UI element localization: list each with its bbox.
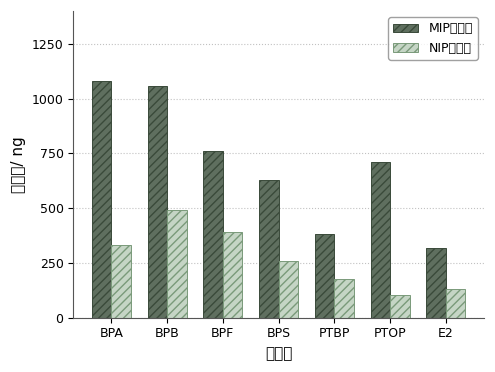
Bar [279, 261, 298, 318]
Bar [203, 151, 223, 318]
Y-axis label: 萍取量/ ng: 萍取量/ ng [11, 136, 26, 193]
Bar [390, 295, 409, 318]
Legend: MIP棒萍取, NIP棒萍取: MIP棒萍取, NIP棒萍取 [388, 17, 478, 60]
Bar [370, 162, 390, 318]
Bar [426, 247, 446, 318]
Bar [92, 81, 111, 318]
Bar [111, 246, 131, 318]
Bar [167, 210, 187, 318]
Bar [334, 279, 354, 318]
Bar [223, 232, 243, 318]
Bar [259, 180, 279, 318]
Bar [446, 289, 465, 318]
Bar [148, 86, 167, 318]
X-axis label: 分析物: 分析物 [265, 346, 292, 361]
Bar [315, 234, 334, 318]
